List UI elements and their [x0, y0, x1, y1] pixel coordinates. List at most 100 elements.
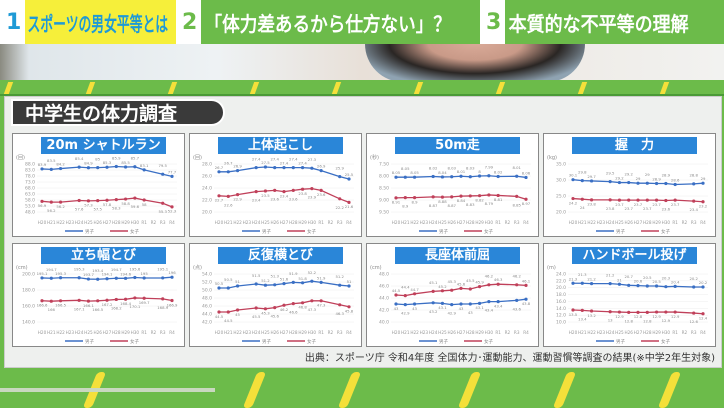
x-tick-label: H24 [75, 330, 84, 335]
data-label: 85.4 [75, 156, 84, 161]
data-point [487, 193, 491, 197]
data-point [133, 165, 137, 169]
data-point [571, 196, 575, 201]
data-label: 57.6 [75, 206, 84, 211]
data-point [524, 297, 528, 301]
data-point [170, 205, 174, 209]
chart-title: 反復横とび [218, 247, 343, 264]
x-tick-label: R2 [151, 220, 157, 225]
data-point [40, 276, 44, 280]
data-point [123, 297, 128, 301]
data-label: 26.9 [317, 164, 326, 169]
data-label: 46.3 [494, 277, 503, 282]
data-label: 51.9 [289, 271, 298, 276]
data-label: 85 [95, 156, 100, 161]
x-tick-label: R4 [523, 220, 529, 225]
data-label: 43.1 [438, 305, 447, 310]
data-point [524, 197, 528, 201]
x-tick-label: H23 [420, 330, 429, 335]
data-point [142, 168, 146, 172]
data-point [40, 299, 44, 303]
data-point [403, 294, 407, 298]
data-point [226, 194, 230, 198]
data-label: 8 [478, 169, 481, 174]
data-point [161, 172, 165, 176]
data-label: 45.6 [457, 281, 466, 286]
x-tick-label: H29 [475, 220, 484, 225]
data-label: 43 [412, 306, 417, 311]
data-label: 20.2 [689, 276, 698, 281]
data-label: 51.3 [270, 274, 279, 279]
data-point [86, 166, 91, 170]
data-point [170, 275, 174, 279]
data-label: 43.6 [512, 306, 521, 311]
data-label: 13.4 [578, 316, 587, 321]
x-tick-label: R1 [495, 220, 501, 225]
legend-label: 男子 [262, 338, 271, 345]
data-label: 51.8 [298, 276, 307, 281]
data-point [571, 178, 575, 182]
data-point [319, 188, 323, 192]
y-tick-label: 78.0 [25, 174, 35, 180]
green-floor [0, 368, 724, 405]
data-point [645, 310, 649, 314]
data-point [49, 276, 53, 280]
x-tick-label: R3 [691, 330, 697, 335]
data-label: 8.02 [494, 169, 503, 174]
x-tick-label: R4 [523, 330, 529, 335]
data-point [58, 200, 63, 204]
data-label: 195.3 [74, 267, 85, 272]
chart-panel: 50m走 (秒) 7.50 8.00 8.50 9.00 9.50 H20 H21 H22 H23 H… [366, 133, 539, 237]
y-tick-label: 44.0 [379, 296, 389, 302]
data-point [58, 166, 63, 171]
data-point [608, 310, 612, 314]
legend-label: 男子 [439, 338, 448, 345]
data-label: 50.5 [215, 281, 224, 286]
x-tick-label: R2 [328, 330, 334, 335]
data-label: 45.9 [475, 280, 484, 285]
data-label: 12.4 [699, 316, 708, 321]
data-point [627, 310, 631, 314]
x-tick-label: R3 [160, 220, 166, 225]
data-label: 83.1 [140, 163, 149, 168]
data-label: 85.7 [131, 156, 140, 161]
x-tick-label: H27 [280, 220, 289, 225]
x-tick-label: H24 [75, 220, 84, 225]
x-tick-label: H21 [47, 220, 56, 225]
data-point [235, 284, 240, 288]
data-point [412, 302, 417, 306]
data-label: 46.8 [298, 305, 307, 310]
data-label: 23.4 [252, 198, 261, 203]
data-point [235, 193, 240, 197]
y-tick-label: 9.00 [379, 198, 389, 204]
data-label: 51 [235, 279, 240, 284]
data-point [319, 280, 323, 284]
y-unit-label: (回) [193, 155, 202, 161]
x-tick-label: H24 [606, 330, 615, 335]
chart-title: ハンドボール投げ [572, 247, 697, 264]
data-point [133, 296, 137, 300]
x-tick-label: H21 [578, 220, 587, 225]
x-tick-label: R4 [700, 220, 706, 225]
x-tick-label: H26 [270, 220, 279, 225]
data-label: 23.7 [615, 202, 624, 207]
chart-panel: 長座体前屈 (cm) 48.0 46.0 44.0 42.0 40.0 H20 H21 H22 H2… [366, 243, 539, 347]
y-tick-label: 20.0 [556, 210, 566, 216]
data-point [412, 196, 417, 200]
data-point [477, 194, 482, 198]
data-label: 8.9 [412, 199, 419, 204]
x-tick-label: H29 [652, 330, 661, 335]
data-point [431, 289, 435, 293]
data-label: 25.5 [345, 172, 354, 177]
segment-label: スポーツの男女平等とは [27, 11, 169, 36]
y-tick-label: 14.0 [556, 306, 566, 312]
data-point [627, 283, 631, 287]
data-label: 43.1 [475, 305, 484, 310]
y-tick-label: 7.50 [379, 162, 389, 168]
y-tick-label: 22.0 [202, 198, 212, 204]
data-label: 56.9 [38, 203, 47, 208]
data-point [412, 292, 417, 296]
data-label: 23.7 [643, 206, 652, 211]
